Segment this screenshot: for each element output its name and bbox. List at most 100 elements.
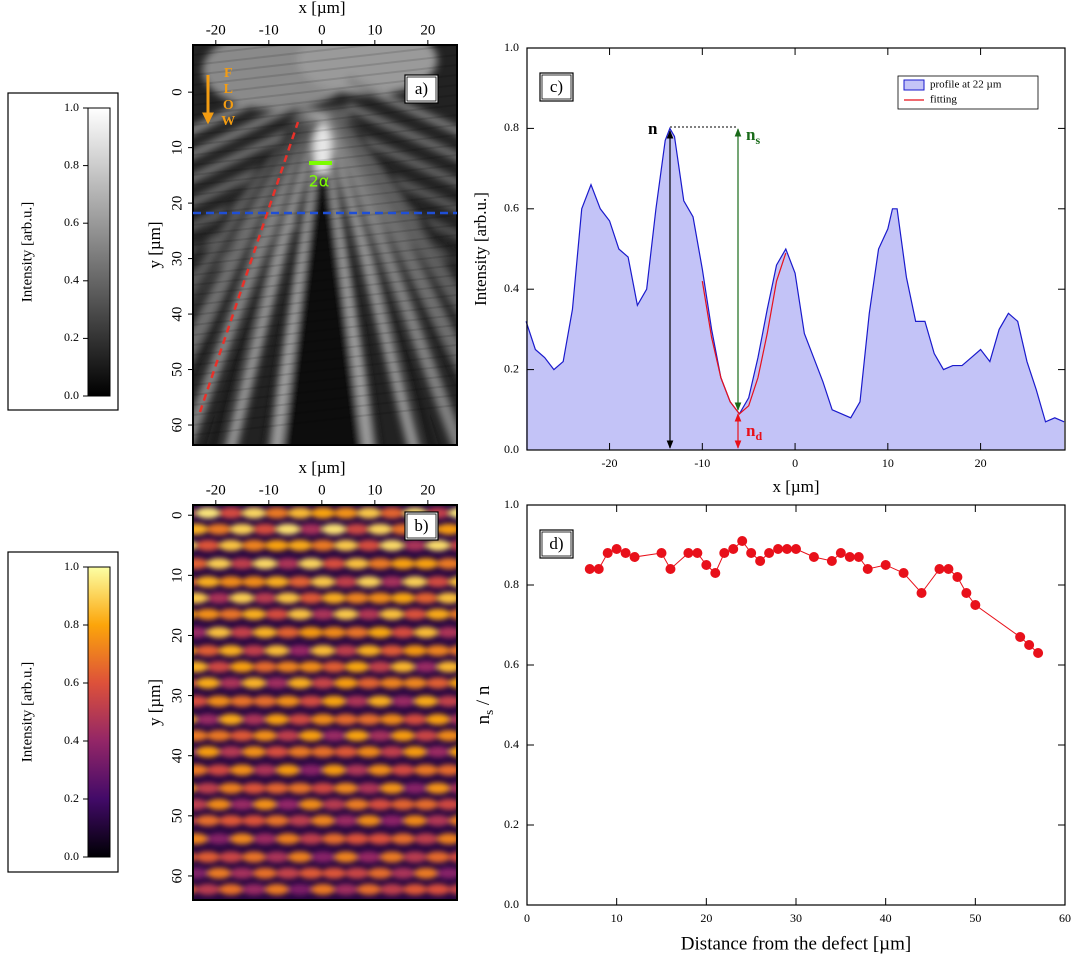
- fringe-spot: [460, 868, 484, 879]
- fringe-spot: [437, 695, 457, 707]
- fringe: [193, 334, 457, 366]
- fringe-spot: [322, 592, 346, 604]
- fringe-spot: [230, 867, 254, 879]
- fringe-spot: [207, 867, 231, 879]
- fringe-spot: [449, 576, 457, 587]
- fringe-spot: [265, 677, 289, 689]
- fringe-spot: [276, 626, 300, 638]
- band: [327, 106, 457, 369]
- fringe: [193, 244, 457, 276]
- fringe-spot: [311, 576, 335, 588]
- data-point: [853, 552, 864, 562]
- band: [325, 107, 457, 445]
- fringe-spot: [253, 695, 277, 707]
- fringe-spot: [460, 730, 484, 741]
- fringe-spot: [460, 799, 484, 810]
- data-point: [1024, 640, 1035, 650]
- y-tick-label: 30: [169, 688, 185, 703]
- y-tick-label: 1.0: [504, 40, 519, 54]
- fringe-spot: [391, 661, 415, 673]
- fringe-spot: [230, 558, 254, 570]
- fringe: [193, 154, 457, 186]
- fringe-spot: [253, 592, 277, 604]
- fringe-spot: [219, 539, 243, 551]
- fringe-spot: [414, 626, 438, 638]
- fringe-spot: [437, 867, 457, 879]
- fringe-spot: [288, 782, 312, 794]
- data-point: [880, 560, 891, 570]
- band-gap: [324, 119, 380, 445]
- fringe-spot: [322, 558, 346, 570]
- fringe-spot: [322, 661, 346, 673]
- y-tick-label: 0: [169, 511, 185, 519]
- fringe: [193, 64, 457, 96]
- band-gap: [193, 118, 300, 260]
- fringe-spot: [288, 713, 312, 725]
- fringe-spot: [368, 764, 392, 776]
- fringe-spot: [449, 507, 457, 519]
- fringe: [193, 174, 457, 206]
- fringe-spot: [219, 677, 243, 689]
- fringe-spot: [299, 730, 323, 742]
- y-tick-label: 0: [169, 88, 185, 96]
- fringe-spot: [391, 798, 415, 810]
- fringe-spot: [242, 645, 266, 657]
- fringe-spot: [380, 539, 404, 551]
- x-axis-label: x [µm]: [298, 0, 345, 17]
- colorbar: [87, 107, 111, 397]
- fringe-spot: [299, 626, 323, 638]
- fringe-spot: [414, 730, 438, 742]
- fringe-spot: [449, 645, 457, 656]
- band-gap: [193, 118, 305, 303]
- fringe: [193, 284, 457, 316]
- fringe-spot: [322, 730, 346, 742]
- data-point: [683, 548, 694, 558]
- fringe: [193, 344, 457, 376]
- fringe-spot: [219, 851, 243, 863]
- colorbar-tick-label: 0.4: [64, 733, 79, 747]
- image-texture: [193, 45, 457, 445]
- fringe-spot: [449, 714, 457, 725]
- y-tick-label: 0.0: [504, 897, 519, 911]
- data-point: [611, 544, 622, 554]
- fringe-spot: [380, 507, 404, 519]
- fringe-spot: [230, 523, 254, 535]
- fringe-spot: [322, 833, 346, 845]
- colorbar-tick-label: 0.4: [64, 273, 79, 287]
- fringe-spot: [345, 867, 369, 879]
- width-label: 2α: [309, 172, 330, 191]
- fringe-spot: [357, 677, 381, 689]
- fringe-spot: [299, 523, 323, 535]
- data-point: [755, 556, 766, 566]
- fringe: [193, 304, 457, 336]
- fringe-spot: [368, 592, 392, 604]
- panel-label-box: [539, 529, 574, 559]
- fringe: [193, 374, 457, 406]
- fringe: [193, 45, 457, 76]
- colorbar-tick-label: 0.2: [64, 330, 79, 344]
- panel-label-box: [404, 511, 439, 541]
- fringe-spot: [380, 883, 404, 895]
- fringe-spot: [242, 677, 266, 689]
- plot-frame: [192, 44, 458, 446]
- fringe-spot: [322, 695, 346, 707]
- data-point: [961, 588, 972, 598]
- fringe-spot: [276, 764, 300, 776]
- band-gap: [345, 118, 457, 267]
- y-tick-label: 0.4: [504, 281, 519, 295]
- fringe-spot: [253, 764, 277, 776]
- fringe-spot: [357, 883, 381, 895]
- x-tick-label: 60: [1059, 911, 1071, 925]
- fringe-spot: [334, 608, 358, 620]
- fringe-spot: [368, 661, 392, 673]
- fringe-spot: [299, 764, 323, 776]
- fringe-spot: [403, 576, 427, 588]
- fringe-spot: [368, 833, 392, 845]
- fringe-spot: [311, 608, 335, 620]
- fringe-spot: [193, 764, 208, 776]
- fringe-spot: [207, 523, 231, 535]
- fringe-spot: [207, 764, 231, 776]
- band-gap: [264, 119, 320, 445]
- colorbar-tick-label: 0.2: [64, 791, 79, 805]
